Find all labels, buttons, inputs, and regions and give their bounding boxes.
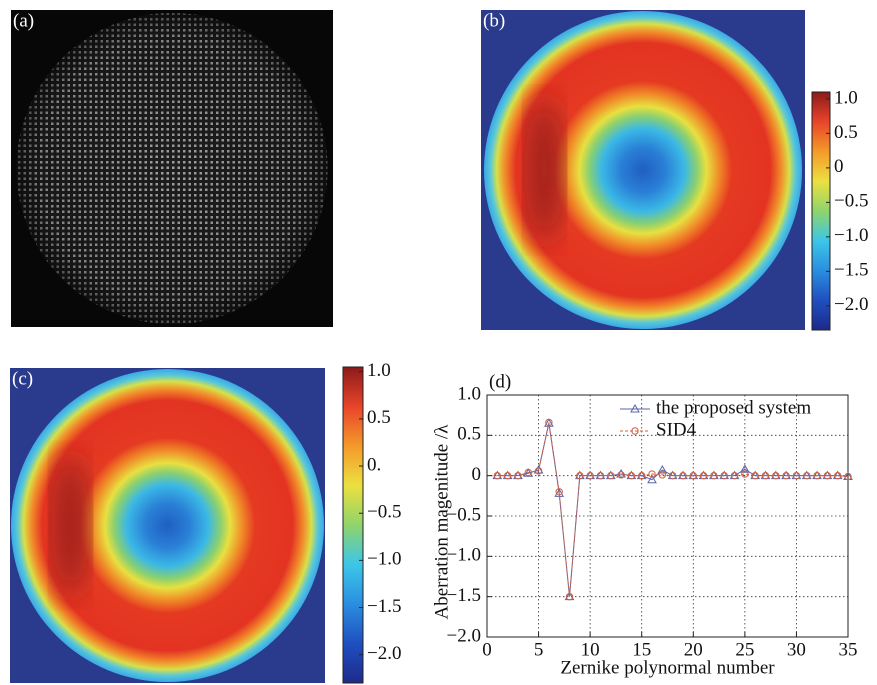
panel-label: (c) <box>12 368 33 389</box>
page: (a)(b)1.00.50−0.5−1.0−1.5−2.0(c)1.00.50.… <box>0 0 877 685</box>
colorbar-tick-label: −2.0 <box>367 643 401 664</box>
colorbar-tick-label: −2.0 <box>834 294 868 315</box>
colorbar-tick-label: −1.5 <box>834 260 868 281</box>
x-tick-label: 0 <box>482 639 492 660</box>
colorbar-tick-label: −1.5 <box>367 596 401 617</box>
y-tick-label: 0.5 <box>457 424 481 445</box>
x-tick-label: 5 <box>534 639 544 660</box>
colorbar-tick-label: −0.5 <box>367 502 401 523</box>
colorbar-tick-label: 0. <box>367 454 381 475</box>
y-axis-label: Aberration magenitude /λ <box>431 424 452 620</box>
colorbar-tick-label: 0 <box>834 156 844 177</box>
colorbar <box>812 92 830 330</box>
series-line <box>497 422 848 596</box>
figure: (a)(b)1.00.50−0.5−1.0−1.5−2.0(c)1.00.50.… <box>0 0 877 685</box>
colorbar-tick-label: −1.0 <box>834 225 868 246</box>
legend-label: SID4 <box>656 419 697 440</box>
wavefront-crescent <box>52 455 90 596</box>
vignette <box>17 13 328 324</box>
y-tick-label: 1.0 <box>457 383 481 404</box>
panel-label: (d) <box>489 371 511 392</box>
legend-label: the proposed system <box>656 397 811 418</box>
x-axis-label: Zernike polynormal number <box>560 657 775 678</box>
series-line <box>497 423 848 596</box>
colorbar-tick-label: 1.0 <box>834 87 858 108</box>
x-tick-label: 30 <box>787 639 806 660</box>
panel-label: (b) <box>483 10 505 31</box>
colorbar <box>343 367 363 683</box>
colorbar-tick-label: 0.5 <box>834 122 858 143</box>
colorbar-tick-label: −1.0 <box>367 549 401 570</box>
x-tick-label: 35 <box>839 639 858 660</box>
colorbar-tick-label: 0.5 <box>367 407 391 428</box>
colorbar-tick-label: −0.5 <box>834 191 868 212</box>
y-tick-label: −2.0 <box>447 625 481 646</box>
y-tick-label: 0 <box>472 464 482 485</box>
wavefront-crescent <box>525 98 563 241</box>
colorbar-tick-label: 1.0 <box>367 360 391 381</box>
panel-label: (a) <box>13 10 34 31</box>
